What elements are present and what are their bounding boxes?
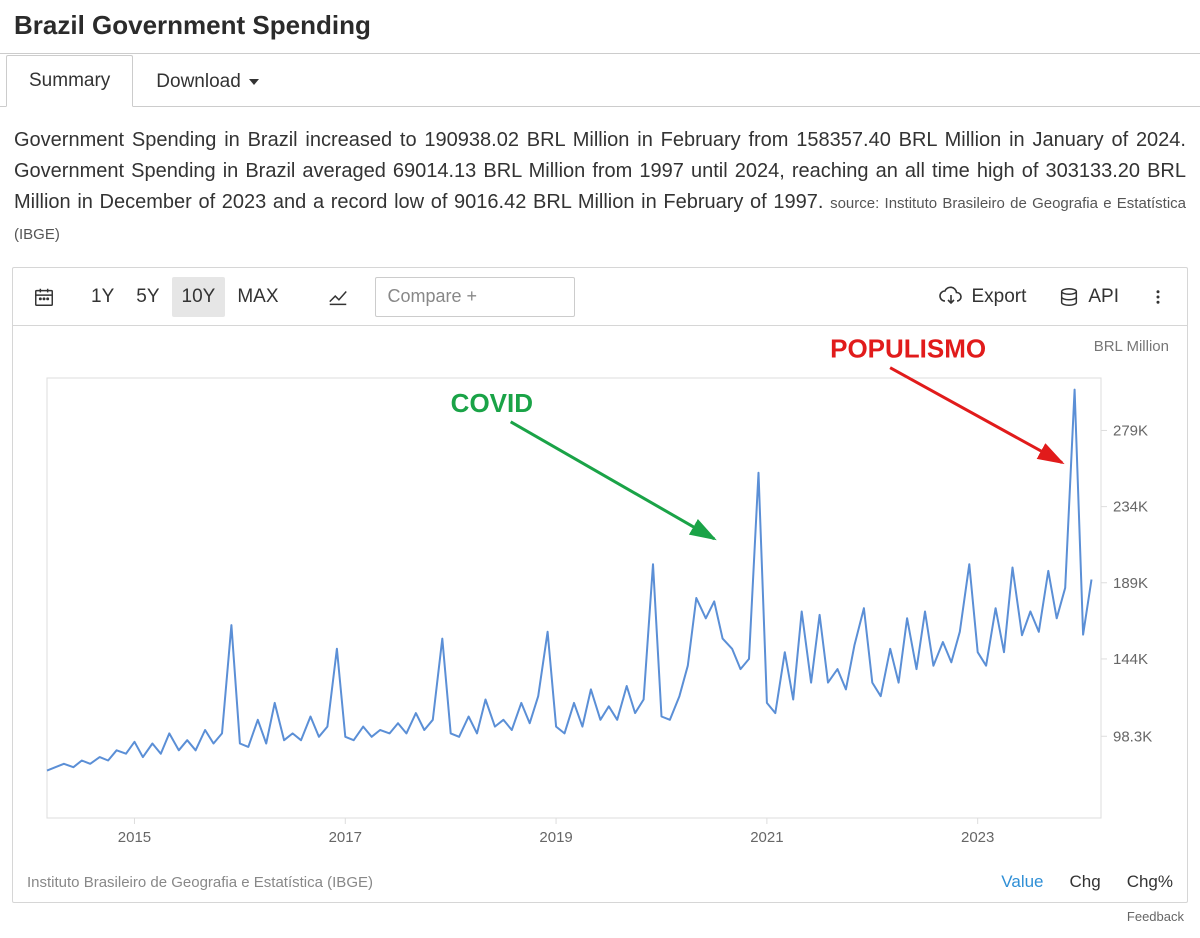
range-10y-button[interactable]: 10Y xyxy=(172,277,226,317)
svg-text:279K: 279K xyxy=(1113,422,1148,439)
cloud-download-icon xyxy=(939,285,963,309)
svg-text:2023: 2023 xyxy=(961,829,994,846)
title-bar: Brazil Government Spending xyxy=(0,0,1200,54)
range-10y-label: 10Y xyxy=(182,286,216,308)
chart-toolbar: 1Y 5Y 10Y MAX Compare + xyxy=(13,268,1187,326)
range-selector: 1Y 5Y 10Y MAX xyxy=(81,277,289,317)
svg-text:2015: 2015 xyxy=(118,829,151,846)
svg-text:POPULISMO: POPULISMO xyxy=(830,338,986,364)
range-1y-label: 1Y xyxy=(91,286,114,308)
svg-text:98.3K: 98.3K xyxy=(1113,728,1152,745)
tab-download-label: Download xyxy=(156,71,241,93)
tab-summary[interactable]: Summary xyxy=(6,55,133,107)
metric-chg[interactable]: Chg xyxy=(1070,872,1101,892)
more-menu-button[interactable] xyxy=(1139,277,1177,317)
export-button[interactable]: Export xyxy=(927,277,1038,317)
chart-area: BRL Million 98.3K 144K 189K 234K 279K 2015 201… xyxy=(13,326,1187,864)
chart-footer: Instituto Brasileiro de Geografia e Esta… xyxy=(13,864,1187,902)
page-title: Brazil Government Spending xyxy=(14,10,1186,41)
svg-text:234K: 234K xyxy=(1113,499,1148,516)
svg-text:COVID: COVID xyxy=(451,388,533,418)
compare-input[interactable]: Compare + xyxy=(375,277,575,317)
calendar-icon xyxy=(33,286,55,308)
svg-text:2017: 2017 xyxy=(329,829,362,846)
feedback-link[interactable]: Feedback xyxy=(0,903,1200,928)
chart-container: 1Y 5Y 10Y MAX Compare + xyxy=(12,267,1188,903)
compare-placeholder: Compare + xyxy=(388,286,478,307)
range-max-label: MAX xyxy=(237,286,278,308)
chart-source: Instituto Brasileiro de Geografia e Esta… xyxy=(27,874,373,891)
range-5y-button[interactable]: 5Y xyxy=(126,277,169,317)
api-label: API xyxy=(1088,286,1119,308)
chart-type-button[interactable] xyxy=(317,277,359,317)
svg-text:2021: 2021 xyxy=(750,829,783,846)
metric-value[interactable]: Value xyxy=(1001,872,1043,892)
tab-download[interactable]: Download xyxy=(133,55,282,107)
line-chart-icon xyxy=(327,286,349,308)
range-max-button[interactable]: MAX xyxy=(227,277,288,317)
content-tabs: Summary Download xyxy=(0,54,1200,107)
calendar-button[interactable] xyxy=(23,277,65,317)
unit-label: BRL Million xyxy=(1094,338,1169,355)
metric-chg-pct[interactable]: Chg% xyxy=(1127,872,1173,892)
svg-text:144K: 144K xyxy=(1113,651,1148,668)
kebab-icon xyxy=(1149,288,1167,306)
page-root: Brazil Government Spending Summary Downl… xyxy=(0,0,1200,938)
svg-text:2019: 2019 xyxy=(539,829,572,846)
tab-summary-label: Summary xyxy=(29,70,110,92)
feedback-label: Feedback xyxy=(1127,909,1184,924)
api-button[interactable]: API xyxy=(1046,277,1131,317)
description-paragraph: Government Spending in Brazil increased … xyxy=(0,107,1200,261)
range-5y-label: 5Y xyxy=(136,286,159,308)
export-label: Export xyxy=(971,286,1026,308)
metric-tabs: Value Chg Chg% xyxy=(1001,872,1173,892)
chevron-down-icon xyxy=(249,79,259,85)
range-1y-button[interactable]: 1Y xyxy=(81,277,124,317)
database-icon xyxy=(1058,286,1080,308)
line-chart[interactable]: 98.3K 144K 189K 234K 279K 2015 2017 2019 2021 202… xyxy=(27,338,1171,858)
svg-text:189K: 189K xyxy=(1113,575,1148,592)
